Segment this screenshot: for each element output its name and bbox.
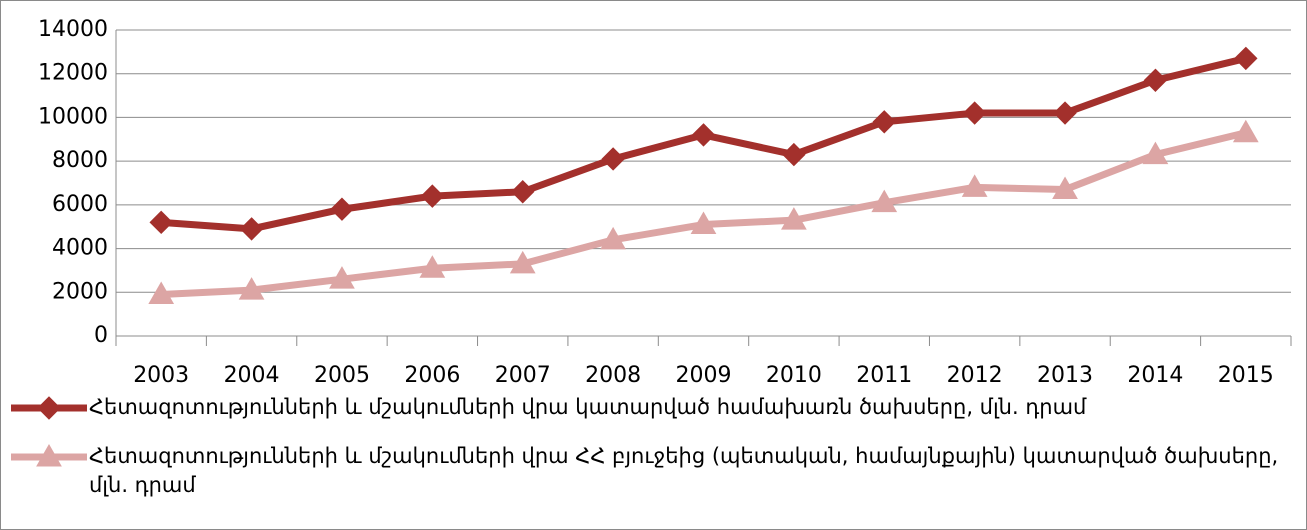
- marker: [690, 211, 717, 235]
- legend-entry: Հետազոտությունների և մշակումների վրա ՀՀ …: [9, 442, 1289, 500]
- x-tick-label: 2013: [1037, 363, 1093, 388]
- marker: [511, 180, 535, 204]
- marker: [329, 266, 355, 289]
- marker: [600, 226, 626, 250]
- y-tick-label: 8000: [52, 148, 108, 173]
- x-tick-label: 2015: [1218, 363, 1274, 388]
- y-tick-label: 12000: [38, 61, 108, 86]
- y-tick-label: 14000: [38, 17, 108, 42]
- x-tick-label: 2005: [314, 363, 370, 388]
- marker: [1232, 119, 1259, 143]
- marker: [1053, 101, 1077, 125]
- marker: [962, 101, 987, 125]
- y-tick-label: 4000: [52, 236, 108, 261]
- y-tick-label: 2000: [52, 279, 108, 304]
- legend-entry: Հետազոտությունների և մշակումների վրա կատ…: [9, 393, 1289, 422]
- x-tick-label: 2010: [766, 363, 822, 388]
- legend-icon: [11, 396, 87, 420]
- x-tick-label: 2003: [133, 363, 189, 388]
- plot: 0 2000 4000 6000 8000 10000 12000 14000 2003 2004…: [38, 17, 1292, 388]
- marker: [36, 444, 62, 467]
- x-tick-label: 2009: [676, 363, 732, 388]
- marker: [871, 189, 898, 213]
- marker: [961, 174, 988, 197]
- marker: [1142, 141, 1169, 165]
- marker: [1143, 68, 1168, 92]
- marker: [420, 184, 445, 208]
- marker: [37, 396, 61, 420]
- marker: [238, 277, 265, 300]
- x-tick-label: 2004: [224, 363, 280, 388]
- marker: [509, 250, 536, 274]
- x-tick-label: 2007: [495, 363, 551, 388]
- x-tick-label: 2006: [404, 363, 460, 388]
- x-tick-label: 2011: [856, 363, 912, 388]
- marker: [781, 207, 807, 230]
- marker: [149, 210, 173, 235]
- marker: [1234, 46, 1258, 71]
- marker: [419, 255, 446, 278]
- marker: [601, 147, 625, 171]
- marker: [148, 281, 175, 304]
- x-tick-label: 2012: [947, 363, 1003, 388]
- legend: Հետազոտությունների և մշակումների վրա կատ…: [9, 393, 1289, 520]
- x-tick-label: 2014: [1127, 363, 1183, 388]
- legend-label: Հետազոտությունների և մշակումների վրա կատ…: [89, 395, 1087, 419]
- legend-label: Հետազոտությունների և մշակումների վրա ՀՀ …: [89, 444, 1279, 497]
- y-tick-label: 6000: [52, 192, 108, 217]
- y-tick-label: 0: [94, 323, 108, 348]
- marker: [1052, 176, 1078, 200]
- marker: [239, 217, 264, 241]
- marker: [330, 197, 354, 221]
- y-tick-label: 10000: [38, 104, 108, 129]
- marker: [691, 123, 716, 147]
- marker: [872, 110, 896, 134]
- legend-icon: [11, 444, 87, 467]
- marker: [782, 142, 806, 167]
- x-tick-label: 2008: [585, 363, 641, 388]
